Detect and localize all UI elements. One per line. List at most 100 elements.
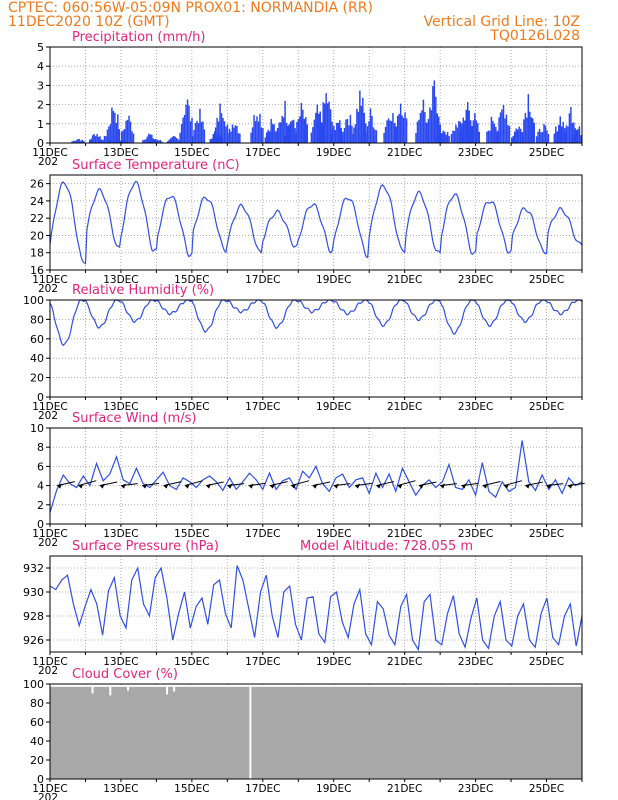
precip-bar [259, 113, 261, 143]
plot-frame [49, 555, 583, 653]
precip-bar [319, 127, 321, 143]
precip-bar [537, 131, 539, 143]
panel-5: 926 928 930 932 11DEC 13DEC 15DEC 17DEC 19DEC 21D… [23, 539, 583, 677]
panel-6: 0 20 40 60 80 100 11DEC 13DEC 15DEC 17DEC 19DEC 21D… [23, 667, 583, 800]
precip-bar [571, 139, 573, 143]
precip-bar [446, 131, 449, 143]
precip-bar [291, 120, 293, 143]
xtick-label: 23DEC [458, 528, 493, 540]
precip-bar [320, 125, 323, 143]
precip-bar [123, 129, 126, 143]
precip-bar [493, 123, 496, 143]
precip-bar [310, 132, 313, 143]
ytick-label: 3 [37, 79, 44, 92]
precip-bar [188, 105, 190, 143]
cloud-gap [249, 686, 252, 779]
precip-bar [254, 121, 257, 143]
precip-bar [489, 130, 491, 143]
precip-bar [372, 127, 375, 143]
precip-bar [152, 139, 154, 143]
wind-arrowhead [248, 483, 254, 489]
precip-bar [452, 130, 454, 143]
precip-bar [117, 114, 119, 143]
precip-bar [535, 136, 538, 143]
cloud-dip [109, 686, 112, 696]
precip-bar [313, 119, 316, 143]
precip-bar [103, 135, 106, 143]
series-line [49, 180, 583, 265]
precip-bar [543, 123, 545, 143]
precip-bar [424, 111, 426, 143]
precip-bar [504, 118, 506, 143]
xtick-label: 25DEC [529, 147, 564, 159]
precip-bar [106, 129, 109, 143]
precip-bar [289, 121, 292, 143]
precip-bar [197, 123, 200, 143]
precip-bar [145, 139, 147, 143]
precip-bar [436, 113, 439, 143]
precip-bar [560, 126, 563, 143]
xtick-label: 11DEC [32, 783, 67, 795]
precip-bar [501, 109, 503, 143]
plot-frame [49, 683, 583, 780]
plot-area [50, 556, 582, 652]
precip-bar [418, 119, 420, 143]
precip-bar [268, 131, 271, 143]
ytick-label: 80 [30, 697, 44, 710]
year-fragment: 202 [38, 156, 58, 168]
year-fragment: 202 [38, 283, 58, 295]
wind-arrowhead [567, 483, 573, 489]
precip-bar [287, 125, 289, 143]
precip-bar [553, 133, 556, 143]
precip-bar [511, 137, 513, 143]
precip-bar [111, 107, 113, 143]
precip-bar [436, 137, 439, 143]
xtick-label: 19DEC [316, 783, 351, 795]
precip-bar [363, 130, 366, 143]
precip-bar [175, 137, 178, 143]
precip-bar [375, 130, 378, 143]
plot-area [50, 300, 582, 397]
precip-bar [490, 116, 493, 143]
wind-arrowhead [333, 483, 339, 489]
wind-arrowhead [355, 483, 361, 489]
precip-bar [182, 117, 184, 143]
precip-bar [189, 121, 192, 143]
ytick-label: 930 [23, 586, 44, 599]
precip-bar [349, 114, 352, 143]
precip-bar [562, 121, 564, 143]
precip-bar [366, 126, 369, 143]
precip-bar [334, 130, 337, 143]
precip-bar [306, 124, 308, 143]
panel-title: Surface Wind (m/s) [72, 411, 196, 426]
wind-arrowhead [269, 483, 275, 489]
plot-frame [49, 427, 583, 525]
panel-1: 0 1 2 3 4 5 11DEC 13DEC 15DEC 17DEC 19DEC 21DEC 23DE… [32, 30, 583, 168]
precip-bar [128, 115, 130, 143]
series-line [49, 299, 583, 347]
header-grid-note: Vertical Grid Line: 10Z [424, 14, 580, 30]
wind-arrowhead [312, 483, 318, 489]
precip-bar [156, 139, 159, 143]
precip-bar [179, 132, 181, 143]
precip-bar [126, 119, 129, 143]
precip-bar [99, 136, 101, 143]
wind-arrowhead [291, 483, 297, 489]
precip-bar [345, 119, 347, 143]
precip-bar [115, 122, 118, 143]
panel-2: 16 18 20 22 24 26 11DEC 13DEC 15DEC 17DEC 19DEC 21D… [30, 158, 583, 295]
precip-bar [323, 103, 326, 143]
precip-bar [425, 122, 428, 143]
precip-bar [131, 131, 133, 143]
precip-bar [202, 121, 204, 143]
precip-bar [155, 139, 157, 143]
xtick-label: 21DEC [387, 656, 422, 668]
precip-bar [558, 124, 560, 143]
precip-bar [227, 133, 229, 143]
precip-bar [430, 110, 433, 143]
precip-bar [546, 130, 548, 143]
precip-bar [209, 139, 212, 143]
ytick-label: 4 [37, 60, 44, 73]
precip-bar [415, 132, 417, 143]
ytick-label: 100 [23, 678, 44, 691]
